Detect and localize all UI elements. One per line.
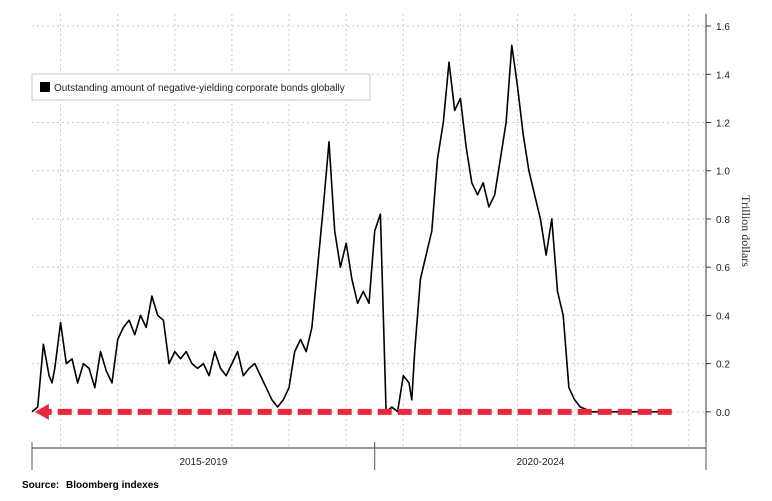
- x-period-label: 2015-2019: [179, 457, 227, 468]
- y-tick-label: 1.0: [716, 167, 730, 178]
- svg-text:Source: Bloomberg inde: Source: Bloomberg indexes: [22, 480, 159, 491]
- source-text: Bloomberg indexes: [66, 480, 159, 491]
- y-tick-label: 1.6: [716, 22, 730, 33]
- legend-label: Outstanding amount of negative-yielding …: [54, 83, 345, 94]
- source-label: Source:: [22, 480, 59, 491]
- y-tick-label: 0.2: [716, 360, 730, 371]
- x-period-label: 2020-2024: [516, 457, 564, 468]
- source-note: Source: Bloomberg indexes: [22, 480, 159, 491]
- y-axis-title: Trillion dollars: [739, 195, 753, 267]
- x-axis: 2015-2019 2020-2024: [31, 442, 707, 470]
- annotation-layer: [34, 403, 672, 420]
- legend: Outstanding amount of negative-yielding …: [31, 73, 371, 101]
- legend-swatch: [40, 82, 50, 92]
- y-tick-label: 0.6: [716, 263, 730, 274]
- red-arrow-head: [34, 403, 49, 420]
- y-tick-label: 1.4: [716, 70, 730, 81]
- y-tick-label: 0.0: [716, 408, 730, 419]
- grid: [32, 14, 706, 448]
- y-axis: 0.0 0.2 0.4 0.6 0.8 1.0 1.2 1.4 1.6 Trillion doll…: [705, 14, 753, 448]
- series-layer: [31, 44, 672, 413]
- series-line: [31, 44, 672, 413]
- legend-box: [31, 73, 371, 101]
- y-tick-label: 0.4: [716, 311, 730, 322]
- y-tick-label: 0.8: [716, 215, 730, 226]
- y-tick-label: 1.2: [716, 119, 730, 130]
